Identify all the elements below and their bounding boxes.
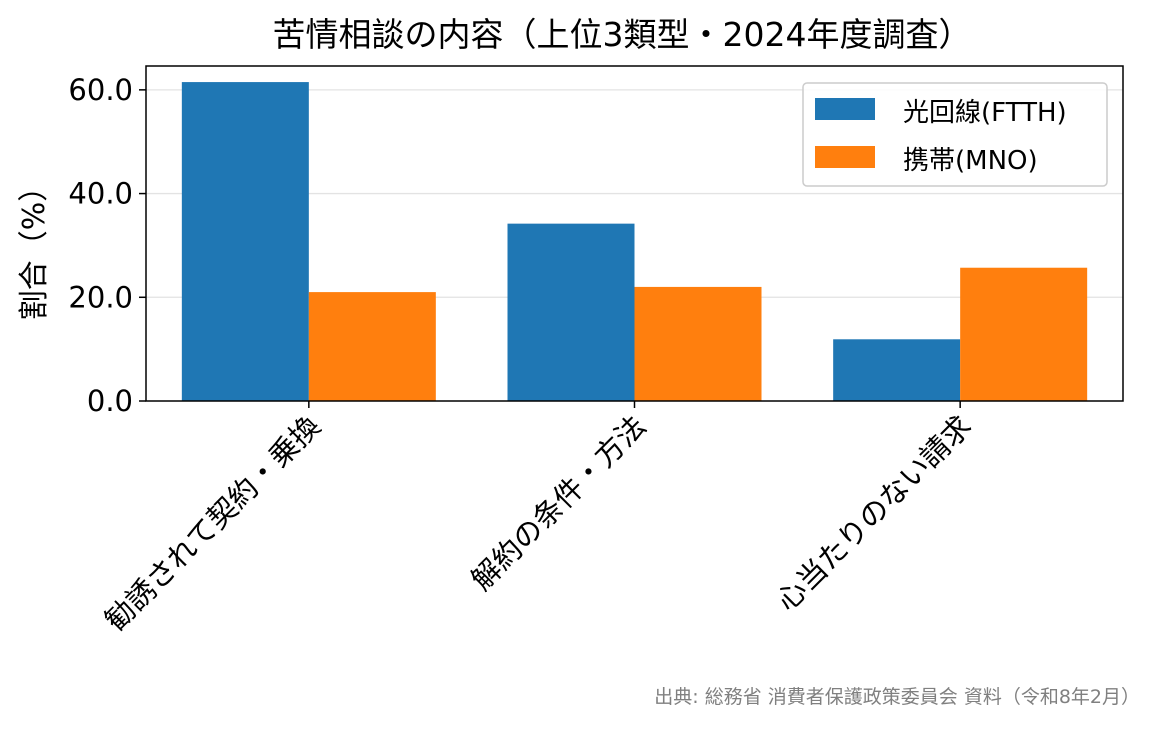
bar-ftth-2[interactable]	[833, 339, 961, 401]
y-axis-label: 割合（%）	[17, 172, 52, 321]
y-tick-label-0: 0.0	[87, 384, 133, 418]
bar-mno-2[interactable]	[960, 267, 1088, 401]
legend-label-ftth: 光回線(FTTH)	[903, 98, 1067, 128]
bar-ftth-0[interactable]	[181, 82, 309, 401]
bars	[181, 82, 1088, 401]
bar-ftth-1[interactable]	[507, 223, 635, 401]
bar-mno-0[interactable]	[308, 292, 436, 401]
legend-frame	[802, 82, 1108, 187]
source-note: 出典: 総務省 消費者保護政策委員会 資料（令和8年2月）	[654, 686, 1140, 708]
y-tick-label-3: 60.0	[68, 73, 133, 107]
legend-swatch-mno	[815, 146, 875, 168]
chart-title: 苦情相談の内容（上位3類型・2024年度調査）	[273, 15, 972, 54]
legend[interactable]: 光回線(FTTH) 携帯(MNO)	[802, 82, 1108, 187]
legend-swatch-ftth	[815, 98, 875, 120]
y-tick-label-2: 40.0	[68, 177, 133, 211]
y-tick-label-1: 20.0	[68, 280, 133, 314]
bar-mno-1[interactable]	[634, 286, 762, 401]
legend-label-mno: 携帯(MNO)	[903, 146, 1038, 176]
